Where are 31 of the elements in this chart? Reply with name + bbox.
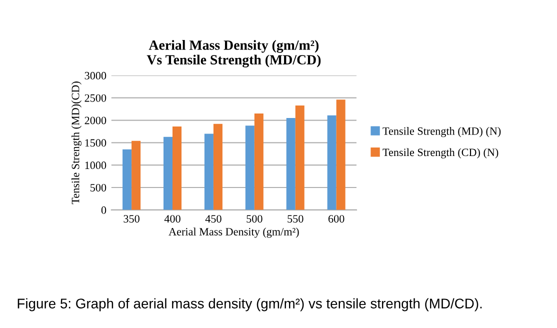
bar [336,100,346,210]
bar [245,126,254,210]
y-axis-title: Tensile Strength (MD)(CD) [71,82,82,204]
y-tick-label: 1000 [85,162,106,170]
x-tick-label: 450 [205,215,222,223]
y-tick-label: 2000 [84,116,106,124]
y-tick-label: 500 [90,184,106,192]
bar [122,149,132,210]
x-tick-label: 550 [288,215,304,223]
bar [163,136,173,210]
y-tick-label: 2500 [84,94,106,102]
x-tick-label: 600 [328,215,344,223]
legend-label: Tensile Strength (MD) (N) [382,127,501,138]
y-tick-label: 0 [101,206,106,214]
bar [327,115,336,210]
y-tick-label: 3000 [84,72,106,80]
x-axis-title: Aerial Mass Density (gm/m²) [168,228,299,238]
bar [204,134,214,210]
bar [172,126,182,210]
chart-title: Aerial Mass Density (gm/m²) Vs Tensile Strength (MD/CD) [146,40,321,68]
bar [254,114,264,210]
bar [295,105,304,210]
bar [132,140,141,210]
legend-label: Tensile Strength (CD) (N) [382,148,498,158]
caption: Figure 5: Graph of aerial mass density (gm/m²) vs tensile strength (MD/CD). [18,298,482,312]
bar [286,118,296,210]
y-tick-label: 1500 [85,139,106,147]
x-tick-label: 400 [164,215,180,223]
x-tick-label: 350 [124,215,140,223]
bar [213,124,222,210]
x-tick-label: 500 [246,215,262,223]
